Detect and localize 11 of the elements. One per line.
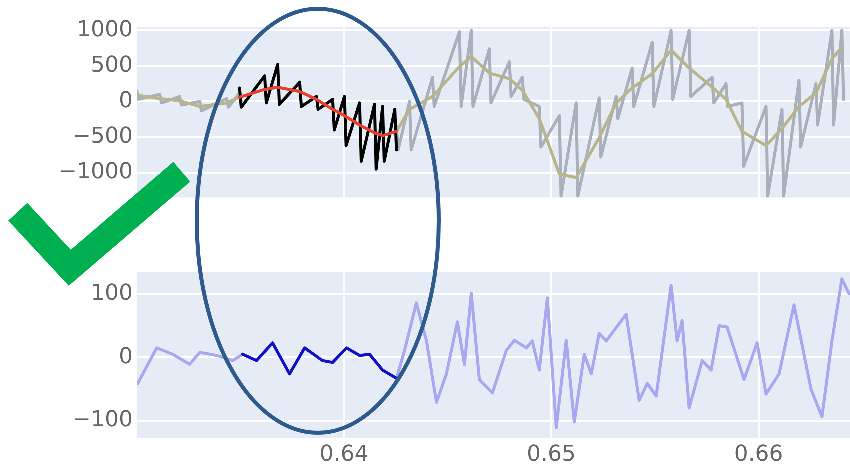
y-tick-label: 100 <box>91 281 133 306</box>
y-tick-label: 0 <box>119 344 133 370</box>
x-tick-label: 0.64 <box>320 442 369 467</box>
x-tick-label: 0.65 <box>527 442 576 467</box>
y-tick-label: −500 <box>72 124 133 150</box>
y-tick-label: −1000 <box>58 160 133 185</box>
y-tick-label: 0 <box>119 88 133 114</box>
x-tick-label: 0.66 <box>734 442 784 467</box>
y-tick-label: 1000 <box>77 17 133 42</box>
y-tick-label: −100 <box>72 408 133 433</box>
y-tick-label: 500 <box>91 52 133 78</box>
